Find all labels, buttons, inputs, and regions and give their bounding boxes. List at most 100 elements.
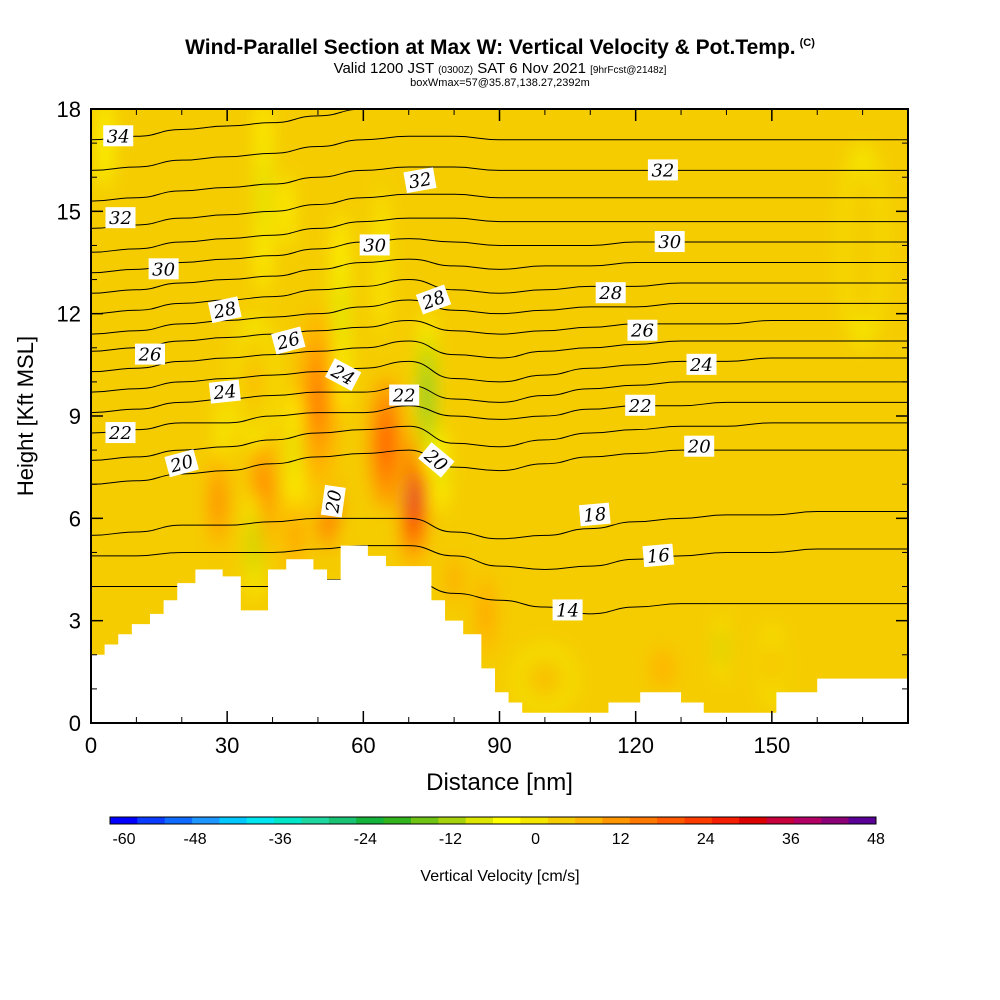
- contour-label-text: 30: [152, 259, 175, 280]
- colorbar-swatch: [328, 817, 357, 824]
- contour-label-3: 28: [207, 296, 242, 324]
- colorbar-swatch: [110, 817, 138, 824]
- contour-label-20: 32: [403, 167, 437, 194]
- colorbar-swatch: [766, 817, 795, 824]
- updraft-cell-5-layer-3: [258, 468, 269, 514]
- downdraft-cell-10-layer-3: [284, 201, 288, 222]
- contour-label-text: 20: [322, 489, 346, 516]
- y-tick-label: 12: [57, 302, 81, 327]
- colorbar-swatch: [246, 817, 275, 824]
- colorbar-swatch: [821, 817, 850, 824]
- contour-label-text: 14: [556, 600, 579, 621]
- colorbar-swatch: [657, 817, 685, 824]
- isentrope-29: [91, 258, 908, 294]
- contour-label-text: 24: [689, 355, 713, 376]
- contour-label-text: 26: [630, 321, 654, 342]
- chart-valid-time: Valid 1200 JST (0300Z) SAT 6 Nov 2021 [9…: [0, 60, 1000, 77]
- colorbar-swatch: [793, 817, 822, 824]
- contour-label-box: [208, 379, 241, 404]
- updraft-cell-13-layer-3: [856, 219, 869, 272]
- isentrope-26: [91, 319, 908, 352]
- contour-label-box: [403, 167, 437, 194]
- colorbar-swatch: [684, 817, 713, 824]
- updraft-cell-6-layer-3: [291, 520, 299, 551]
- contour-label-15: 24: [686, 353, 717, 376]
- colorbar-swatch: [410, 817, 439, 824]
- x-tick-label: 0: [85, 733, 97, 758]
- contour-label-box: [105, 422, 136, 444]
- contour-label-box: [359, 234, 390, 256]
- contour-label-text: 30: [363, 235, 386, 256]
- colorbar-swatch: [711, 817, 740, 824]
- colorbar-swatch: [438, 817, 467, 824]
- colorbar-tick-label: 24: [697, 831, 715, 848]
- isentrope-31: [91, 217, 908, 253]
- contour-label-11: 20: [320, 484, 346, 518]
- contour-label-21: 30: [359, 234, 390, 256]
- colorbar-swatch: [465, 817, 494, 824]
- contour-label-text: 16: [646, 545, 671, 568]
- contour-label-box: [625, 394, 656, 416]
- contour-label-19: 32: [647, 159, 678, 181]
- colorbar-swatch: [629, 817, 658, 824]
- colorbar-swatch: [493, 817, 521, 824]
- isentrope-34: [91, 135, 908, 171]
- updraft-cell-10-layer-3: [657, 658, 669, 679]
- contour-label-6: 24: [208, 379, 241, 404]
- colorbar-tick-label: 36: [782, 831, 800, 848]
- updraft-cell-4-layer-3: [214, 484, 222, 519]
- y-tick-label: 18: [57, 97, 81, 122]
- copyright-mark: (C): [799, 37, 815, 49]
- colorbar-swatch: [301, 817, 330, 824]
- colorbar-tick-label: 12: [612, 831, 630, 848]
- contour-label-text: 22: [392, 386, 416, 407]
- contour-label-text: 30: [658, 232, 681, 253]
- y-tick-label: 9: [69, 404, 81, 429]
- contour-label-text: 24: [211, 381, 237, 404]
- contour-label-8: 22: [105, 422, 136, 444]
- colorbar-swatch: [274, 817, 302, 824]
- x-tick-label: 60: [351, 733, 375, 758]
- contour-label-text: 22: [628, 396, 652, 417]
- downdraft-cell-7-layer-3: [720, 639, 723, 657]
- colorbar-swatch: [520, 817, 549, 824]
- contour-label-5: 26: [271, 326, 306, 355]
- y-tick-label: 15: [57, 199, 81, 224]
- contour-label-text: 26: [138, 345, 162, 366]
- contour-label-text: 32: [109, 208, 132, 229]
- downdraft-cell-6-layer-3: [221, 421, 224, 439]
- contour-label-box: [389, 384, 420, 406]
- colorbar-tick-label: -60: [112, 831, 135, 848]
- contour-label-25: 14: [552, 599, 583, 621]
- contour-label-24: 16: [642, 543, 675, 568]
- contour-label-text: 28: [211, 298, 239, 324]
- valid-prefix: Valid 1200 JST: [333, 60, 434, 77]
- colorbar-tick-label: -36: [269, 831, 292, 848]
- contour-label-box: [647, 159, 678, 181]
- x-tick-label: 30: [215, 733, 239, 758]
- colorbar-swatch: [547, 817, 576, 824]
- colorbar-swatch: [575, 817, 603, 824]
- contour-label-23: 18: [578, 502, 611, 527]
- velocity-field-cells: [97, 109, 886, 713]
- forecast-info: [9hrFcst@2148z]: [590, 65, 667, 76]
- y-axis-label: Height [Kft MSL]: [13, 336, 38, 496]
- x-tick-label: 150: [753, 733, 790, 758]
- contour-label-2: 30: [148, 258, 179, 280]
- contour-label-box: [207, 296, 242, 324]
- contour-label-box: [642, 543, 675, 568]
- contour-label-box: [686, 353, 717, 375]
- chart-title-text: Wind-Parallel Section at Max W: Vertical…: [185, 36, 796, 59]
- colorbar-swatch: [219, 817, 248, 824]
- isentrope-18: [91, 511, 908, 540]
- contour-label-box: [684, 435, 715, 457]
- contour-label-0: 34: [103, 125, 134, 147]
- updraft-cell-9-layer-3: [536, 670, 553, 688]
- contour-label-box: [324, 358, 362, 391]
- isentrope-25: [91, 340, 908, 373]
- contour-label-text: 32: [651, 160, 674, 181]
- downdraft-cell-0-layer-3: [424, 375, 430, 416]
- updraft-cell-3-layer-3: [311, 369, 325, 429]
- contour-label-text: 34: [107, 126, 130, 147]
